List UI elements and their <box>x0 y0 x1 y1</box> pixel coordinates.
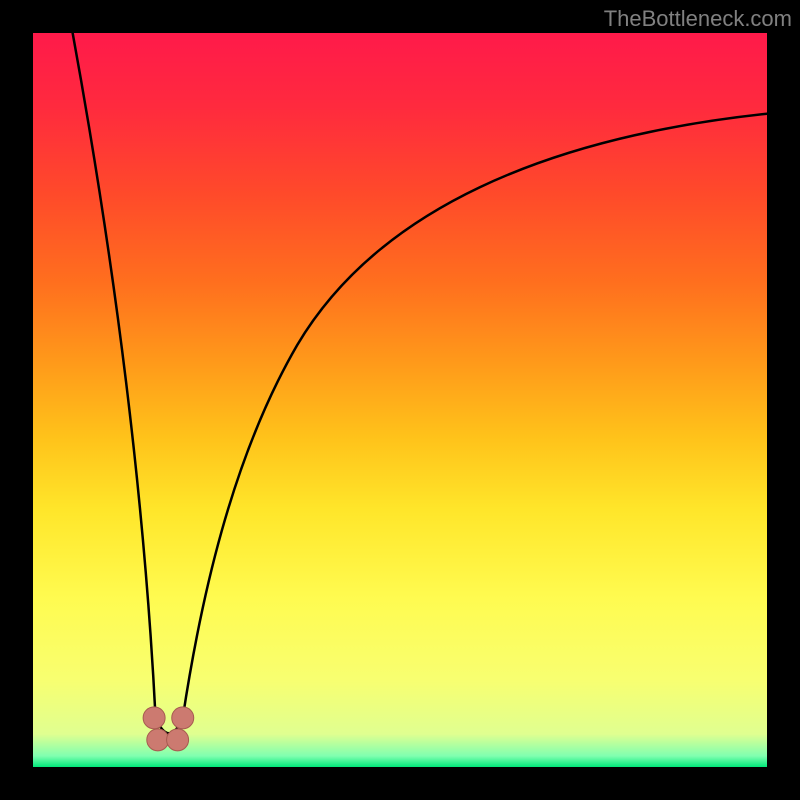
dip-marker <box>167 729 189 751</box>
bottleneck-chart <box>0 0 800 800</box>
watermark-text: TheBottleneck.com <box>604 6 792 32</box>
dip-marker <box>143 707 165 729</box>
dip-marker <box>172 707 194 729</box>
dip-marker <box>147 729 169 751</box>
chart-container: TheBottleneck.com <box>0 0 800 800</box>
chart-background-gradient <box>33 33 767 767</box>
